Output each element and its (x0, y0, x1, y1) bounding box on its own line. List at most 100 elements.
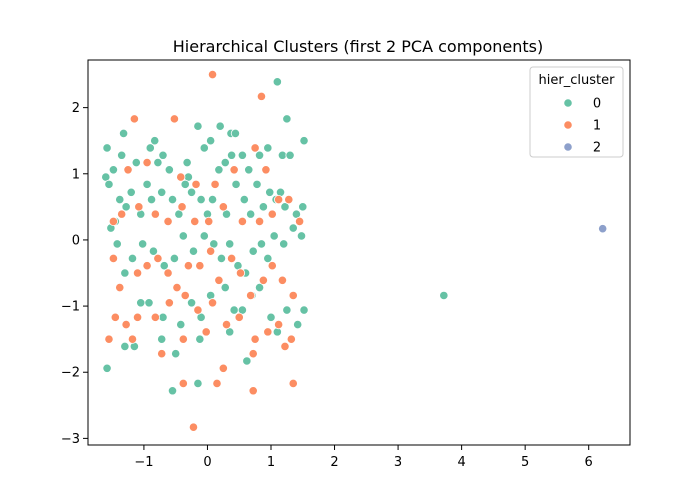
data-point-cluster-1 (227, 253, 237, 264)
data-point-cluster-1 (246, 290, 256, 301)
data-point-cluster-0 (299, 305, 309, 315)
data-point-cluster-0 (216, 253, 227, 264)
data-point-cluster-1 (164, 298, 174, 308)
data-point-cluster-1 (263, 327, 273, 337)
data-point-cluster-1 (261, 165, 271, 175)
data-point-cluster-1 (150, 312, 160, 322)
data-point-cluster-0 (150, 136, 160, 146)
data-point-cluster-0 (193, 121, 203, 131)
data-point-cluster-1 (294, 216, 305, 227)
data-point-cluster-1 (237, 216, 248, 227)
data-point-cluster-1 (153, 253, 163, 264)
data-point-cluster-0 (252, 179, 262, 189)
data-point-cluster-0 (272, 77, 282, 87)
y-tick-label: −2 (61, 366, 80, 381)
data-point-cluster-0 (153, 157, 163, 168)
data-point-cluster-0 (258, 202, 268, 212)
data-point-cluster-0 (293, 320, 303, 330)
data-point-cluster-1 (229, 165, 239, 175)
data-point-cluster-1 (218, 363, 228, 373)
data-point-cluster-1 (142, 261, 152, 271)
legend-marker-2 (563, 142, 573, 152)
data-point-cluster-1 (250, 143, 260, 153)
data-point-cluster-1 (121, 320, 131, 330)
data-point-cluster-0 (180, 179, 190, 189)
data-point-cluster-0 (188, 246, 199, 256)
legend-label-2: 2 (593, 141, 601, 156)
data-point-cluster-0 (108, 165, 119, 175)
data-point-cluster-1 (177, 202, 187, 212)
data-point-cluster-1 (163, 268, 173, 278)
x-tick-label: 4 (457, 455, 465, 470)
data-point-cluster-1 (163, 216, 173, 227)
x-tick-label: −1 (134, 455, 153, 470)
data-point-cluster-1 (250, 334, 260, 344)
data-point-cluster-0 (118, 128, 129, 139)
data-point-cluster-1 (183, 261, 193, 271)
data-point-cluster-0 (207, 194, 218, 205)
data-point-cluster-0 (145, 143, 155, 153)
data-point-cluster-1 (201, 327, 211, 337)
x-tick-label: 6 (585, 455, 593, 470)
data-point-cluster-0 (144, 298, 154, 308)
legend: hier_cluster 0 1 2 (529, 66, 624, 158)
data-point-cluster-0 (199, 143, 209, 153)
y-tick-label: −3 (61, 432, 80, 447)
data-point-cluster-0 (239, 194, 249, 205)
data-point-cluster-1 (188, 422, 199, 432)
data-point-cluster-1 (248, 386, 258, 396)
data-point-cluster-0 (148, 246, 159, 256)
data-point-cluster-0 (256, 239, 267, 249)
data-point-cluster-0 (120, 341, 130, 352)
data-point-cluster-0 (230, 128, 241, 139)
data-point-cluster-0 (206, 136, 216, 146)
data-point-cluster-0 (280, 202, 290, 212)
data-point-cluster-1 (248, 349, 258, 359)
data-point-cluster-0 (157, 334, 167, 344)
data-point-cluster-0 (157, 187, 167, 197)
chart-title: Hierarchical Clusters (first 2 PCA compo… (173, 37, 543, 56)
y-tick-label: −1 (61, 300, 80, 315)
data-point-cluster-1 (169, 114, 180, 124)
data-point-cluster-1 (123, 165, 133, 175)
legend-marker-1 (563, 120, 573, 130)
data-point-cluster-1 (274, 194, 284, 205)
data-point-cluster-0 (254, 282, 265, 293)
data-point-cluster-1 (178, 378, 188, 389)
data-point-cluster-1 (115, 282, 125, 293)
data-point-cluster-1 (206, 246, 216, 256)
data-point-cluster-0 (167, 386, 178, 396)
data-point-cluster-0 (265, 187, 275, 197)
data-point-cluster-1 (178, 334, 188, 344)
y-tick-label: 0 (72, 233, 80, 248)
data-point-cluster-1 (254, 216, 265, 227)
data-point-cluster-0 (298, 202, 308, 212)
data-point-cluster-1 (286, 334, 296, 344)
data-point-cluster-0 (220, 282, 230, 293)
data-point-cluster-0 (102, 363, 112, 373)
data-point-cluster-1 (204, 216, 214, 227)
data-point-cluster-1 (258, 275, 268, 285)
data-point-cluster-0 (227, 150, 237, 160)
data-point-cluster-1 (190, 216, 200, 227)
data-point-cluster-1 (235, 268, 246, 278)
data-point-cluster-0 (266, 312, 276, 322)
data-point-cluster-1 (210, 179, 220, 189)
data-point-cluster-0 (237, 150, 248, 160)
data-point-cluster-1 (127, 334, 138, 344)
data-point-cluster-1 (284, 194, 294, 205)
data-point-cluster-0 (242, 356, 252, 366)
legend-title: hier_cluster (539, 73, 616, 88)
data-point-cluster-0 (299, 136, 309, 146)
data-point-cluster-0 (186, 187, 197, 197)
data-point-cluster-0 (138, 239, 148, 249)
data-point-cluster-0 (229, 305, 239, 315)
data-point-cluster-2 (598, 224, 608, 234)
data-point-cluster-1 (288, 378, 298, 389)
data-point-cluster-0 (231, 179, 241, 189)
legend-box (529, 66, 624, 158)
data-point-cluster-1 (180, 290, 190, 301)
data-point-cluster-0 (285, 150, 295, 160)
data-point-cluster-1 (134, 202, 144, 212)
